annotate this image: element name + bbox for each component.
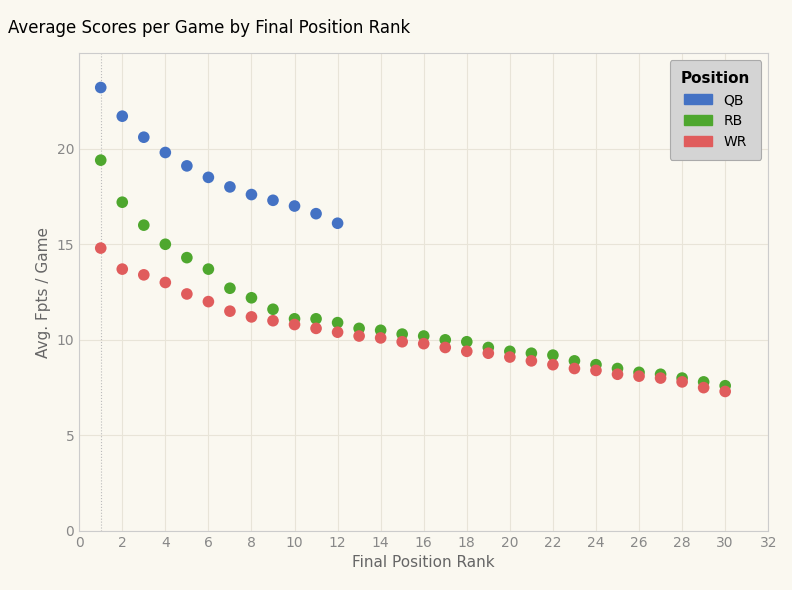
RB <box>589 360 603 369</box>
RB <box>439 335 451 345</box>
RB <box>181 253 193 263</box>
RB <box>159 240 172 249</box>
WR <box>589 366 603 375</box>
WR <box>202 297 215 306</box>
RB <box>223 284 236 293</box>
WR <box>116 264 128 274</box>
WR <box>396 337 409 346</box>
RB <box>611 364 624 373</box>
WR <box>676 377 688 386</box>
QB <box>246 190 258 199</box>
Legend: QB, RB, WR: QB, RB, WR <box>670 60 761 160</box>
QB <box>116 112 128 121</box>
RB <box>267 304 280 314</box>
WR <box>439 343 451 352</box>
WR <box>633 372 645 381</box>
RB <box>525 349 538 358</box>
RB <box>331 318 344 327</box>
RB <box>116 198 128 207</box>
WR <box>697 383 710 392</box>
Text: Average Scores per Game by Final Position Rank: Average Scores per Game by Final Positio… <box>8 18 410 37</box>
WR <box>223 306 236 316</box>
WR <box>331 327 344 337</box>
QB <box>267 195 280 205</box>
WR <box>546 360 559 369</box>
WR <box>138 270 150 280</box>
RB <box>676 373 688 383</box>
QB <box>181 161 193 171</box>
RB <box>546 350 559 360</box>
RB <box>482 343 495 352</box>
WR <box>181 289 193 299</box>
RB <box>633 368 645 377</box>
WR <box>246 312 258 322</box>
RB <box>568 356 581 366</box>
WR <box>310 324 322 333</box>
QB <box>288 201 301 211</box>
QB <box>223 182 236 192</box>
QB <box>159 148 172 157</box>
RB <box>396 329 409 339</box>
WR <box>482 349 495 358</box>
WR <box>375 333 387 343</box>
X-axis label: Final Position Rank: Final Position Rank <box>352 555 495 571</box>
QB <box>138 133 150 142</box>
RB <box>310 314 322 323</box>
Y-axis label: Avg. Fpts / Game: Avg. Fpts / Game <box>36 227 51 358</box>
WR <box>654 373 667 383</box>
RB <box>460 337 473 346</box>
WR <box>611 369 624 379</box>
WR <box>525 356 538 366</box>
RB <box>719 381 732 391</box>
RB <box>288 314 301 323</box>
QB <box>202 173 215 182</box>
QB <box>331 218 344 228</box>
RB <box>654 369 667 379</box>
WR <box>504 352 516 362</box>
WR <box>568 364 581 373</box>
WR <box>417 339 430 348</box>
QB <box>310 209 322 218</box>
RB <box>504 346 516 356</box>
RB <box>94 155 107 165</box>
RB <box>202 264 215 274</box>
RB <box>417 332 430 341</box>
RB <box>375 326 387 335</box>
RB <box>138 221 150 230</box>
WR <box>159 278 172 287</box>
WR <box>288 320 301 329</box>
RB <box>697 377 710 386</box>
WR <box>94 243 107 253</box>
WR <box>460 346 473 356</box>
RB <box>246 293 258 303</box>
RB <box>352 324 365 333</box>
WR <box>267 316 280 326</box>
QB <box>94 83 107 92</box>
WR <box>719 386 732 396</box>
WR <box>352 332 365 341</box>
